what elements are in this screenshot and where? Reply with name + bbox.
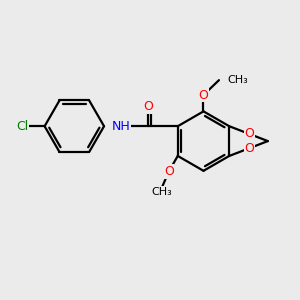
Text: CH₃: CH₃ — [227, 75, 248, 85]
Text: O: O — [143, 100, 153, 113]
Text: O: O — [244, 142, 254, 155]
Text: CH₃: CH₃ — [151, 187, 172, 196]
Text: NH: NH — [112, 120, 131, 133]
Text: O: O — [164, 165, 174, 178]
Text: O: O — [199, 88, 208, 101]
Text: Cl: Cl — [16, 120, 28, 133]
Text: O: O — [244, 128, 254, 140]
